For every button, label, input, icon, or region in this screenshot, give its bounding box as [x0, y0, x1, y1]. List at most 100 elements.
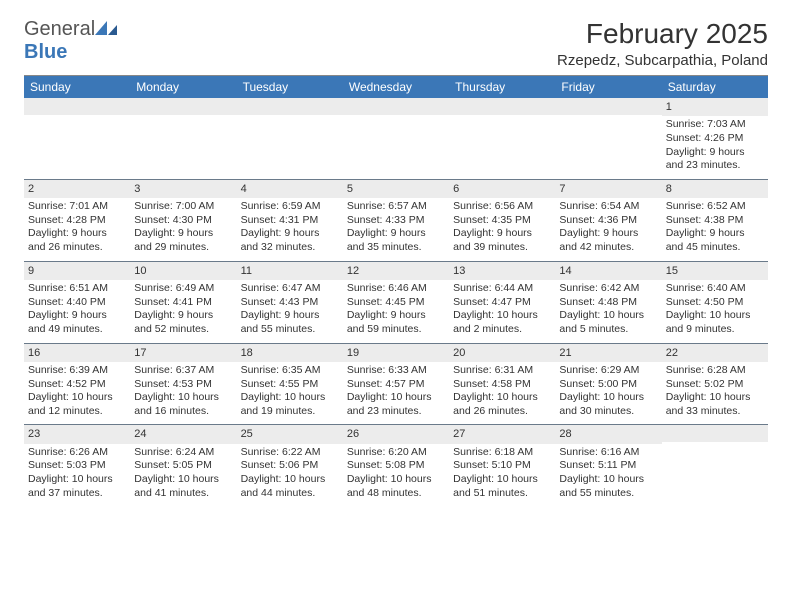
- daylight-text: Daylight: 9 hours: [347, 227, 445, 241]
- sunrise-text: Sunrise: 6:51 AM: [28, 282, 126, 296]
- sunrise-text: Sunrise: 6:56 AM: [453, 200, 551, 214]
- calendar-week: 16Sunrise: 6:39 AMSunset: 4:52 PMDayligh…: [24, 344, 768, 426]
- daylight-text: and 33 minutes.: [666, 405, 764, 419]
- daylight-text: Daylight: 10 hours: [134, 391, 232, 405]
- daylight-text: Daylight: 10 hours: [666, 309, 764, 323]
- calendar-day: [130, 98, 236, 179]
- day-number: 20: [449, 344, 555, 362]
- sunset-text: Sunset: 4:55 PM: [241, 378, 339, 392]
- weekday-label: Wednesday: [343, 76, 449, 98]
- daylight-text: Daylight: 10 hours: [559, 473, 657, 487]
- sunset-text: Sunset: 4:58 PM: [453, 378, 551, 392]
- sunrise-text: Sunrise: 6:22 AM: [241, 446, 339, 460]
- calendar-day: [343, 98, 449, 179]
- sunrise-text: Sunrise: 6:18 AM: [453, 446, 551, 460]
- day-number: [555, 98, 661, 115]
- header: General Blue February 2025 Rzepedz, Subc…: [24, 18, 768, 69]
- calendar-day: [24, 98, 130, 179]
- day-number: [24, 98, 130, 115]
- day-number: 18: [237, 344, 343, 362]
- calendar-day: 18Sunrise: 6:35 AMSunset: 4:55 PMDayligh…: [237, 344, 343, 425]
- sunset-text: Sunset: 4:28 PM: [28, 214, 126, 228]
- calendar-day: 19Sunrise: 6:33 AMSunset: 4:57 PMDayligh…: [343, 344, 449, 425]
- weekday-label: Tuesday: [237, 76, 343, 98]
- day-number: 28: [555, 425, 661, 443]
- day-number: 10: [130, 262, 236, 280]
- day-number: 13: [449, 262, 555, 280]
- day-number: 8: [662, 180, 768, 198]
- sunset-text: Sunset: 4:30 PM: [134, 214, 232, 228]
- calendar-day: 3Sunrise: 7:00 AMSunset: 4:30 PMDaylight…: [130, 180, 236, 261]
- day-number: 4: [237, 180, 343, 198]
- daylight-text: and 9 minutes.: [666, 323, 764, 337]
- daylight-text: Daylight: 10 hours: [28, 391, 126, 405]
- sunset-text: Sunset: 5:00 PM: [559, 378, 657, 392]
- calendar-day: [555, 98, 661, 179]
- calendar-day: 10Sunrise: 6:49 AMSunset: 4:41 PMDayligh…: [130, 262, 236, 343]
- sunrise-text: Sunrise: 6:52 AM: [666, 200, 764, 214]
- daylight-text: and 12 minutes.: [28, 405, 126, 419]
- day-number: 23: [24, 425, 130, 443]
- day-number: 12: [343, 262, 449, 280]
- day-number: [343, 98, 449, 115]
- sunset-text: Sunset: 5:08 PM: [347, 459, 445, 473]
- daylight-text: and 23 minutes.: [666, 159, 764, 173]
- daylight-text: and 55 minutes.: [241, 323, 339, 337]
- day-number: 22: [662, 344, 768, 362]
- day-number: [130, 98, 236, 115]
- daylight-text: and 26 minutes.: [28, 241, 126, 255]
- calendar-day: 5Sunrise: 6:57 AMSunset: 4:33 PMDaylight…: [343, 180, 449, 261]
- day-number: 15: [662, 262, 768, 280]
- calendar-day: 2Sunrise: 7:01 AMSunset: 4:28 PMDaylight…: [24, 180, 130, 261]
- sunrise-text: Sunrise: 6:26 AM: [28, 446, 126, 460]
- sunrise-text: Sunrise: 6:46 AM: [347, 282, 445, 296]
- daylight-text: and 41 minutes.: [134, 487, 232, 501]
- daylight-text: Daylight: 10 hours: [453, 473, 551, 487]
- sunset-text: Sunset: 4:40 PM: [28, 296, 126, 310]
- daylight-text: and 35 minutes.: [347, 241, 445, 255]
- daylight-text: and 30 minutes.: [559, 405, 657, 419]
- day-number: 1: [662, 98, 768, 116]
- calendar-day: [449, 98, 555, 179]
- daylight-text: Daylight: 10 hours: [28, 473, 126, 487]
- sunset-text: Sunset: 4:48 PM: [559, 296, 657, 310]
- weekday-label: Thursday: [449, 76, 555, 98]
- sunset-text: Sunset: 4:50 PM: [666, 296, 764, 310]
- daylight-text: Daylight: 9 hours: [241, 309, 339, 323]
- daylight-text: Daylight: 10 hours: [559, 391, 657, 405]
- sunset-text: Sunset: 4:57 PM: [347, 378, 445, 392]
- sunset-text: Sunset: 4:36 PM: [559, 214, 657, 228]
- daylight-text: Daylight: 9 hours: [134, 227, 232, 241]
- weekday-label: Friday: [555, 76, 661, 98]
- day-number: 3: [130, 180, 236, 198]
- calendar-day: 9Sunrise: 6:51 AMSunset: 4:40 PMDaylight…: [24, 262, 130, 343]
- calendar-week: 2Sunrise: 7:01 AMSunset: 4:28 PMDaylight…: [24, 180, 768, 262]
- brand-name: General Blue: [24, 18, 117, 64]
- daylight-text: and 29 minutes.: [134, 241, 232, 255]
- day-number: 14: [555, 262, 661, 280]
- daylight-text: and 59 minutes.: [347, 323, 445, 337]
- daylight-text: and 23 minutes.: [347, 405, 445, 419]
- sunrise-text: Sunrise: 6:59 AM: [241, 200, 339, 214]
- month-title: February 2025: [557, 18, 768, 50]
- sunrise-text: Sunrise: 7:03 AM: [666, 118, 764, 132]
- sunset-text: Sunset: 5:06 PM: [241, 459, 339, 473]
- calendar-day: 14Sunrise: 6:42 AMSunset: 4:48 PMDayligh…: [555, 262, 661, 343]
- sunrise-text: Sunrise: 6:33 AM: [347, 364, 445, 378]
- sunrise-text: Sunrise: 6:49 AM: [134, 282, 232, 296]
- daylight-text: and 52 minutes.: [134, 323, 232, 337]
- sunset-text: Sunset: 5:11 PM: [559, 459, 657, 473]
- location-subtitle: Rzepedz, Subcarpathia, Poland: [557, 52, 768, 69]
- sunrise-text: Sunrise: 6:28 AM: [666, 364, 764, 378]
- daylight-text: Daylight: 10 hours: [453, 391, 551, 405]
- daylight-text: and 19 minutes.: [241, 405, 339, 419]
- sunrise-text: Sunrise: 6:39 AM: [28, 364, 126, 378]
- daylight-text: Daylight: 9 hours: [28, 309, 126, 323]
- daylight-text: and 49 minutes.: [28, 323, 126, 337]
- sunset-text: Sunset: 4:45 PM: [347, 296, 445, 310]
- day-number: 26: [343, 425, 449, 443]
- calendar-day: 27Sunrise: 6:18 AMSunset: 5:10 PMDayligh…: [449, 425, 555, 506]
- calendar-body: 1Sunrise: 7:03 AMSunset: 4:26 PMDaylight…: [24, 98, 768, 506]
- daylight-text: and 2 minutes.: [453, 323, 551, 337]
- calendar-day: 1Sunrise: 7:03 AMSunset: 4:26 PMDaylight…: [662, 98, 768, 179]
